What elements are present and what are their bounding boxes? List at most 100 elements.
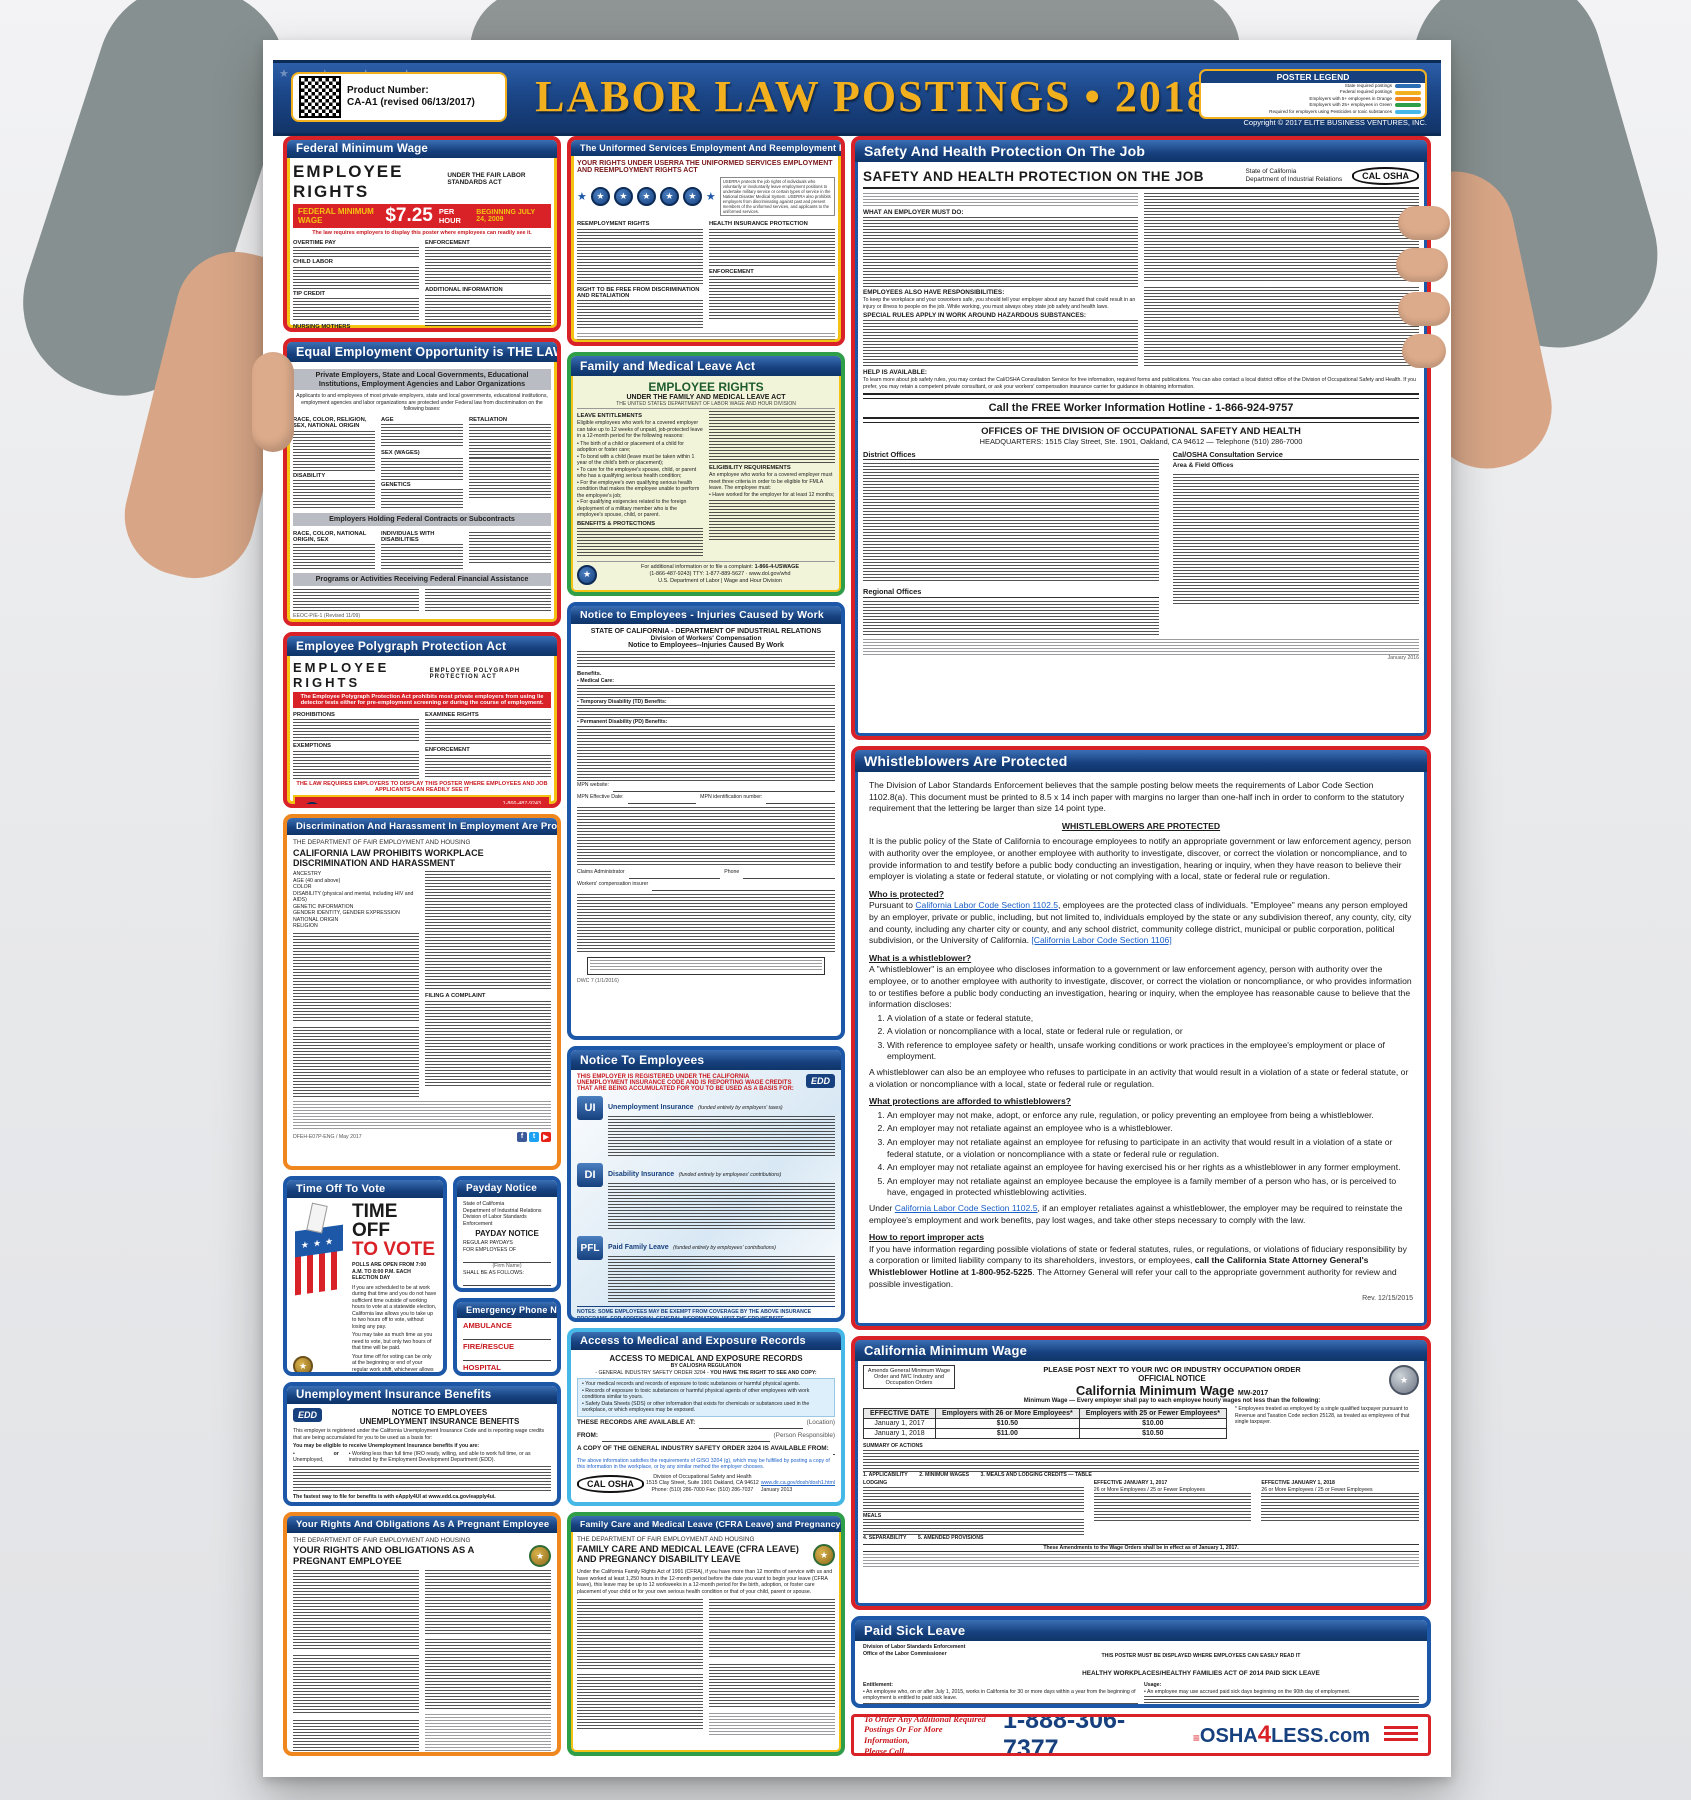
body-heading: RACE, COLOR, RELIGION, SEX, NATIONAL ORI… [293,416,367,430]
table-cell: $10.00 [1078,1418,1227,1429]
product-number-box: Product Number: CA-A1 (revised 06/13/201… [291,72,507,122]
emergency-field-label: FIRE/RESCUE [463,1342,515,1351]
fmla-bullet: • For the employee's own qualifying seri… [577,479,700,499]
legend-label: Required for employers using Pesticides … [1269,108,1392,114]
section-header: Access to Medical and Exposure Records [571,1332,841,1350]
edd-item-sub: (funded entirely by employees' contribut… [678,1172,782,1178]
body-heading: RETALIATION [469,416,508,423]
regional-offices-label: Regional Offices [863,587,1159,598]
access-date: January 2013 [760,1486,793,1493]
ballot-box-graphic: ★★★ [293,1202,345,1296]
body-text [425,754,551,779]
body-text [709,411,835,463]
display-note: THE LAW REQUIRES EMPLOYERS TO DISPLAY TH… [296,780,548,793]
section-cfra-pregnancy-disability-leave: Family Care and Medical Leave (CFRA Leav… [567,1512,845,1756]
section-paid-sick-leave: Paid Sick Leave Division of Labor Standa… [851,1616,1431,1708]
usage-heading: Usage: [1144,1682,1162,1688]
vote-paragraph: Your time off for voting can be only at … [352,1353,436,1376]
table-header: EFFECTIVE DATE [863,1408,936,1419]
body-text [293,1720,419,1752]
section-header: Safety And Health Protection On The Job [855,140,1427,162]
mpn-field-label: MPN Effective Date: [577,793,624,800]
footer-phone: 1-866-487-9243 [502,800,541,807]
consultation-service-label: Cal/OSHA Consultation Service [1172,450,1419,461]
poster-legend-title: POSTER LEGEND [1201,71,1425,83]
body-text [863,638,1419,655]
numbered-heading: 3. MEALS AND LODGING CREDITS — TABLE [980,1471,1092,1478]
claims-admin-label: Claims Administrator [577,868,625,875]
form-blank-line [743,869,835,879]
edd-logo: EDD [293,1408,323,1422]
fmla-bullet: • Have worked for the employer for at le… [709,491,835,498]
section-header: The Uniformed Services Employment And Re… [571,140,841,156]
body-heading: ENFORCEMENT [709,268,754,275]
body-text [709,1713,835,1738]
section-discrimination-harassment: Discrimination And Harassment In Employm… [283,814,561,1170]
userra-side-box: USERRA protects the job rights of indivi… [719,177,835,217]
body-heading: HEALTH INSURANCE PROTECTION [709,221,808,228]
body-text [577,1599,703,1670]
body-text [425,871,551,992]
section-header: Payday Notice [457,1180,557,1197]
edd-item-sub: (funded entirely by employers' taxes) [698,1105,783,1111]
body-heading: RACE, COLOR, NATIONAL ORIGIN, SEX [293,530,367,543]
california-state-seal-icon [1389,1365,1419,1395]
divider [863,393,1419,400]
body-heading: WHAT AN EMPLOYER MUST DO: [863,209,964,216]
col-header: 26 or More Employees / 25 or Fewer Emplo… [1093,1486,1205,1493]
body-text [1144,287,1419,367]
whistle-intro: The Division of Labor Standards Enforcem… [869,780,1405,814]
body-text [381,424,463,449]
lodging-values [863,1486,1084,1513]
form-blank-line [463,1276,551,1286]
edd-item-title: Unemployment Insurance [608,1104,694,1111]
safety-paragraph: To learn more about job safety rules, yo… [863,377,1416,390]
section-access-medical-exposure-records: Access to Medical and Exposure Records A… [567,1328,845,1506]
district-offices-label: District Offices [863,450,1159,461]
body-text [293,1570,419,1651]
section-header: California Minimum Wage [855,1340,1427,1361]
body-heading: REEMPLOYMENT RIGHTS [577,221,650,228]
access-bullet: • Your medical records and records of ex… [582,1381,801,1387]
labor-commissioner-line: Office of the Labor Commissioner [863,1650,947,1657]
fmla-paragraph: Eligible employees who work for a covere… [577,420,703,440]
minwage-subline: Minimum Wage — Every employer shall pay … [1023,1398,1321,1404]
poster-legend: POSTER LEGEND State required postings Fe… [1199,69,1427,119]
table-cell: $10.50 [1078,1428,1227,1439]
userra-medallion-icon [682,187,702,207]
ui-fastest-line: The fastest way to file for benefits is … [293,1493,496,1500]
youtube-icon: ▶ [541,1131,551,1142]
body-heading: BENEFITS & PROTECTIONS [577,520,655,527]
body-text [863,193,1138,207]
dfeh-seal-icon [529,1545,551,1568]
flsa-subtitle: UNDER THE FAIR LABOR STANDARDS ACT [447,172,526,186]
whistle-heading: What is a whistleblower? [869,952,972,963]
section-unemployment-insurance-benefits: Unemployment Insurance Benefits EDD NOTI… [283,1382,561,1506]
body-heading: INDIVIDUALS WITH DISABILITIES [381,530,435,543]
form-blank-line [601,1432,770,1442]
access-order-line: - GENERAL INDUSTRY SAFETY ORDER 3204 - Y… [595,1369,817,1376]
person-right-finger [1398,206,1450,240]
form-blank-line [463,1253,551,1263]
section-federal-minimum-wage: Federal Minimum Wage EMPLOYEE RIGHTS UND… [283,136,561,332]
safety-date: January 2016 [1387,654,1419,661]
protected-category: ANCESTRY [293,871,322,878]
order-info-bar: To Order Any Additional Required Posting… [851,1714,1431,1756]
body-text [293,1026,419,1097]
payday-field-label: FOR EMPLOYEES OF [463,1246,517,1253]
records-available-label: THESE RECORDS ARE AVAILABLE AT: [577,1418,696,1426]
footer-org: WAGE AND HOUR DIVISION [360,804,436,808]
payday-field-label: SHALL BE AS FOLLOWS: [463,1269,524,1276]
body-text [709,500,835,541]
body-text [577,333,835,342]
di-abbr-badge: DI [577,1163,603,1187]
section-header: Time Off To Vote [287,1180,443,1198]
section-fmla: Family and Medical Leave Act EMPLOYEE RI… [567,352,845,596]
fmla-agency-line: THE UNITED STATES DEPARTMENT OF LABOR WA… [577,401,835,409]
body-text [709,1599,835,1660]
table-cell: January 1, 2017 [863,1418,936,1429]
wage-amount: $7.25 [385,205,433,226]
polls-open-line: POLLS ARE OPEN FROM 7:00 A.M. TO 8:00 P.… [352,1262,427,1281]
dfeh-dept-line: THE DEPARTMENT OF FAIR EMPLOYMENT AND HO… [293,839,471,846]
body-text [293,1465,551,1492]
